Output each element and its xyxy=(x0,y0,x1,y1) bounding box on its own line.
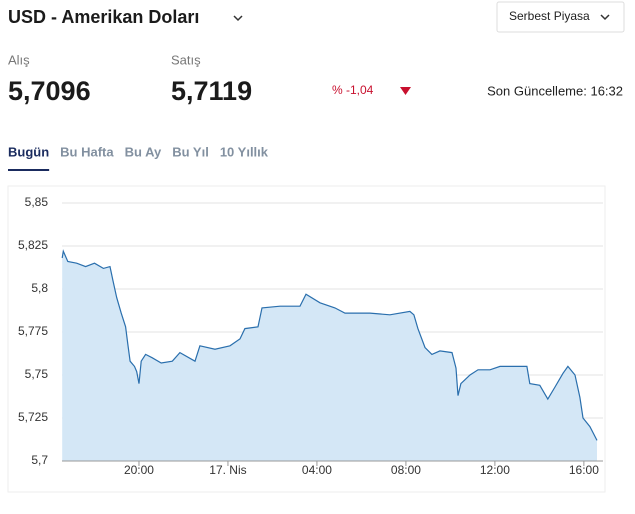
tab[interactable]: Bu Yıl xyxy=(172,144,209,159)
area-fill xyxy=(62,251,597,461)
tab[interactable]: Bu Hafta xyxy=(60,144,114,159)
y-tick-label: 5,7 xyxy=(31,453,48,467)
buy-label: Alış xyxy=(8,52,30,67)
y-tick-label: 5,775 xyxy=(18,324,48,338)
tab[interactable]: Bu Ay xyxy=(125,144,162,159)
y-tick-label: 5,8 xyxy=(31,281,48,295)
change: % -1,04 xyxy=(332,83,374,97)
x-tick-label: 08:00 xyxy=(391,463,421,477)
down-arrow xyxy=(400,87,411,95)
price-line xyxy=(61,249,598,441)
buy-price: 5,7096 xyxy=(8,76,91,106)
y-tick-label: 5,75 xyxy=(25,367,49,381)
x-tick-label: 16:00 xyxy=(569,463,599,477)
y-tick-label: 5,825 xyxy=(18,238,48,252)
y-tick-label: 5,85 xyxy=(25,195,49,209)
dropdown-caret xyxy=(600,14,610,21)
market-dropdown[interactable] xyxy=(496,1,625,33)
x-tick-label: 12:00 xyxy=(480,463,510,477)
y-tick-label: 5,725 xyxy=(18,410,48,424)
updated: Son Güncelleme: 16:32 xyxy=(487,83,623,98)
tab[interactable]: 10 Yıllık xyxy=(220,144,269,159)
x-tick-label: 20:00 xyxy=(124,463,154,477)
title: USD - Amerikan Doları xyxy=(8,7,199,27)
x-tick-label: 17. Nis xyxy=(209,463,246,477)
title-caret[interactable] xyxy=(233,15,243,22)
chart-frame xyxy=(7,185,606,493)
sell-label: Satış xyxy=(171,52,201,67)
tab[interactable]: Bugün xyxy=(8,144,49,159)
x-tick-label: 04:00 xyxy=(302,463,332,477)
sell-price: 5,7119 xyxy=(171,76,252,106)
market-label: Serbest Piyasa xyxy=(509,9,590,23)
